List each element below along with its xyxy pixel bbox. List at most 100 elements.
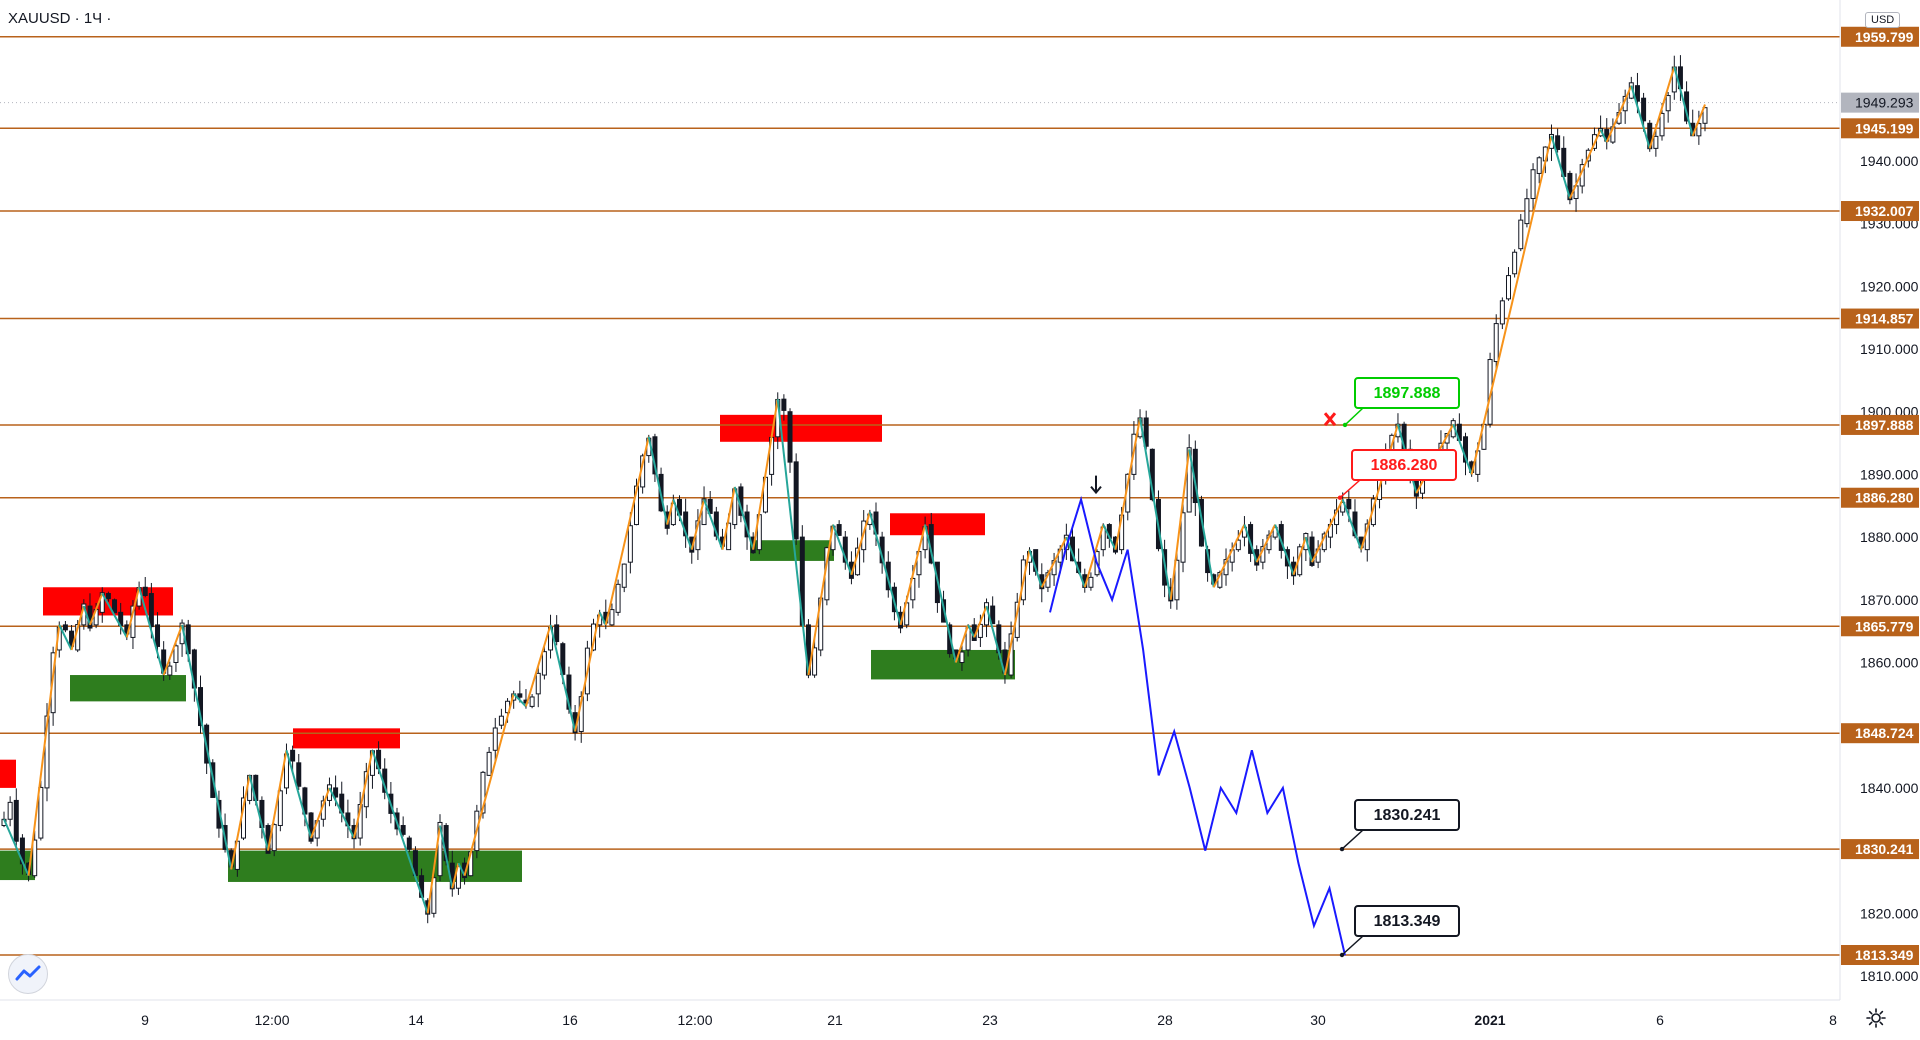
demand-zone	[70, 675, 186, 702]
candle-body	[498, 715, 504, 726]
level-axis-label: 1848.724	[1855, 725, 1914, 741]
zigzag-segment	[138, 586, 165, 676]
callout-point	[1342, 422, 1348, 428]
zigzag-segment	[985, 605, 1006, 676]
zigzag-segment	[230, 775, 251, 870]
candle-body	[492, 727, 498, 751]
candle-body	[1702, 107, 1708, 124]
zigzag-segment	[752, 398, 779, 550]
candle-body	[1186, 447, 1192, 513]
zigzag-segment	[328, 787, 355, 839]
zigzag-segment	[181, 624, 233, 870]
candle-body	[793, 461, 799, 540]
candle-body	[609, 609, 615, 626]
candle-body	[541, 651, 547, 676]
callouts-layer: 1897.888 1886.280 1830.241 1813.349	[1337, 377, 1460, 958]
zigzag-segment	[457, 862, 466, 877]
callout-box	[1354, 377, 1460, 409]
zigzag-segment	[703, 499, 724, 550]
price-tick-label: 1920.000	[1860, 278, 1919, 294]
candle-body	[142, 586, 148, 597]
zigzag-segment	[973, 605, 988, 638]
candle-body	[437, 821, 443, 877]
zigzag-segment	[58, 624, 73, 651]
callout-pointer	[1341, 935, 1364, 956]
callout-label: 1830.241	[1374, 807, 1441, 824]
currency-badge[interactable]: USD	[1865, 12, 1901, 28]
zigzag-segment	[1550, 135, 1571, 199]
zigzag-segment	[1255, 524, 1277, 563]
zigzag-segment	[690, 499, 706, 550]
zigzag-segment	[451, 862, 460, 889]
zigzag-segment	[1292, 536, 1307, 576]
zigzag-segment	[310, 787, 331, 839]
zigzag-segment	[1673, 66, 1694, 137]
zigzag-segment	[162, 624, 184, 676]
candle-body	[529, 696, 535, 707]
level-lines-layer	[0, 36, 1840, 956]
candle-body	[99, 592, 105, 613]
callout-label: 1886.280	[1371, 457, 1438, 474]
candle-body	[13, 799, 19, 842]
candle-body	[1665, 95, 1671, 112]
time-tick-label: 12:00	[254, 1012, 289, 1028]
candle-body	[480, 771, 486, 814]
price-tick-label: 1940.000	[1860, 153, 1919, 169]
supply-zone	[890, 513, 985, 536]
zigzag-segment	[1691, 104, 1706, 137]
price-tick-label: 1890.000	[1860, 466, 1919, 482]
level-axis-label: 1932.007	[1855, 203, 1914, 219]
tradingview-logo-icon[interactable]	[8, 954, 48, 994]
level-axis-badge	[1841, 118, 1919, 139]
symbol-label[interactable]: XAUUSD · 1Ч ·	[8, 10, 112, 27]
candle-body	[155, 624, 161, 647]
zigzag-segment	[598, 611, 607, 626]
supply-zone	[293, 728, 400, 749]
level-axis-label: 1865.779	[1855, 618, 1914, 634]
candles-layer[interactable]	[1, 55, 1708, 924]
candle-body	[62, 624, 68, 631]
candle-body	[38, 786, 44, 839]
candle-body	[842, 536, 848, 563]
callout-pointer	[1341, 829, 1364, 850]
gear-icon[interactable]	[1865, 1007, 1887, 1029]
zigzag-segment	[1169, 449, 1191, 600]
zigzag-segment	[647, 436, 669, 525]
candle-body	[836, 524, 842, 536]
level-axis-badge	[1841, 26, 1919, 47]
candle-body	[812, 647, 818, 676]
price-tick-label: 1870.000	[1860, 592, 1919, 608]
candle-body	[112, 599, 118, 614]
zones-layer	[0, 414, 1015, 882]
zigzag-segment	[1599, 129, 1608, 143]
supply-zone	[0, 759, 16, 788]
level-axis-badge	[1841, 723, 1919, 744]
zigzag-segment	[868, 511, 902, 626]
zigzag-segment	[776, 399, 810, 676]
candle-body	[400, 825, 406, 835]
level-axis-badge	[1841, 414, 1919, 435]
candle-body	[554, 624, 560, 643]
zigzag-segment	[574, 612, 601, 732]
callout-point	[1337, 495, 1343, 500]
zigzag-segment	[1304, 536, 1313, 563]
time-tick-label: 23	[982, 1012, 998, 1028]
level-axis-label: 1813.349	[1855, 947, 1914, 963]
price-tick-label: 1810.000	[1860, 968, 1919, 984]
candle-body	[7, 801, 13, 820]
level-axis-badge	[1841, 616, 1919, 637]
down-arrow-icon	[1090, 475, 1102, 495]
zigzag-segment	[70, 605, 85, 651]
candle-body	[1653, 135, 1659, 149]
time-tick-label: 9	[141, 1012, 149, 1028]
candle-body	[406, 837, 412, 850]
candle-body	[308, 812, 314, 842]
zigzag-segment	[672, 499, 693, 550]
time-tick-label: 2021	[1474, 1012, 1505, 1028]
level-axis-label: 1830.241	[1855, 841, 1914, 857]
demand-zone	[871, 649, 1015, 680]
price-tick-label: 1840.000	[1860, 780, 1919, 796]
zigzag-segment	[1311, 499, 1344, 563]
